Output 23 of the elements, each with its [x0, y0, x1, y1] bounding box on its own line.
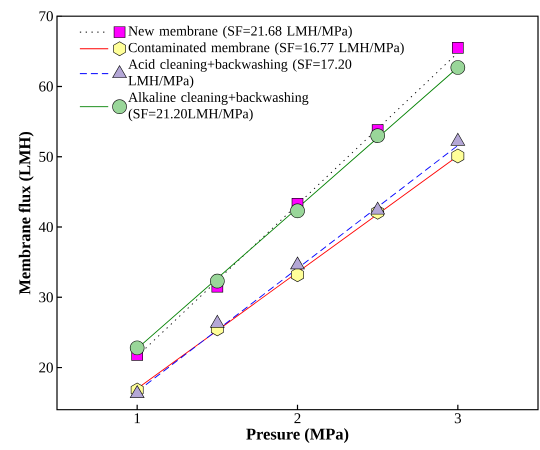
legend-label: Contaminated membrane (SF=16.77 LMH/MPa): [128, 42, 404, 56]
y-tick-label: 20: [39, 362, 53, 373]
y-tick-label: 50: [39, 152, 53, 162]
x-axis-title: Presure (MPa): [246, 428, 348, 444]
legend-label: Alkaline cleaning+backwashing (SF=21.20LMH/MPa): [128, 92, 308, 122]
point: [451, 148, 464, 164]
x-tick-label: 1: [134, 413, 140, 424]
point: [370, 128, 385, 143]
point: [450, 60, 466, 75]
point: [210, 274, 225, 288]
y-tick-label: 40: [38, 222, 53, 232]
y-tick-label: 30: [39, 292, 53, 302]
legend-label: Acid cleaning+backwashing (SF=17.20 LMH/MPa): [128, 59, 352, 88]
y-axis-title: Membrane flux (LMH): [18, 132, 34, 294]
x-tick-label: 2: [294, 413, 300, 424]
legend-label: New membrane (SF=21.68 LMH/MPa): [128, 26, 352, 38]
x-tick-label: 3: [454, 413, 461, 424]
point: [291, 267, 304, 282]
point: [290, 204, 305, 218]
y-tick-label: 70: [40, 11, 53, 22]
point: [452, 42, 464, 54]
y-tick-label: 60: [39, 81, 53, 92]
point: [130, 340, 144, 356]
